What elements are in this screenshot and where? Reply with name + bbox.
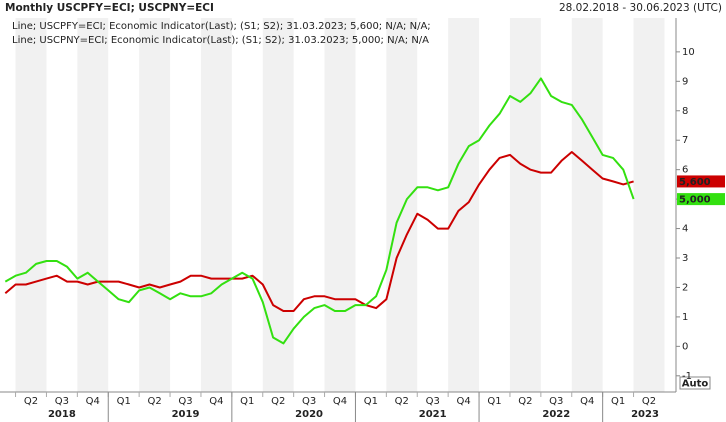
year-label: 2018 <box>48 409 76 420</box>
quarter-band <box>633 18 665 392</box>
quarter-label: Q1 <box>611 396 625 407</box>
quarter-label: Q1 <box>487 396 501 407</box>
quarter-label: Q3 <box>302 396 316 407</box>
quarter-band <box>200 18 232 392</box>
quarter-label: Q3 <box>549 396 563 407</box>
y-tick-label: 2 <box>682 282 688 293</box>
quarter-label: Q3 <box>426 396 440 407</box>
quarter-band <box>448 18 480 392</box>
year-label: 2021 <box>419 409 447 420</box>
quarter-label: Q4 <box>209 396 223 407</box>
quarter-label: Q2 <box>271 396 285 407</box>
quarter-label: Q4 <box>86 396 100 407</box>
last-value-label: 5,000 <box>679 195 711 206</box>
series-line <box>4 151 634 312</box>
y-tick-label: 1 <box>682 312 688 323</box>
y-tick-label: 9 <box>682 76 688 87</box>
legend-entry: Line; USCPFY=ECI; Economic Indicator(Las… <box>12 21 431 32</box>
year-label: 2022 <box>542 409 570 420</box>
quarter-band <box>324 18 356 392</box>
y-tick-label: 4 <box>682 224 688 235</box>
y-tick-label: 7 <box>682 135 688 146</box>
quarter-label: Q2 <box>395 396 409 407</box>
quarter-band <box>15 18 47 392</box>
year-label: 2023 <box>631 409 659 420</box>
series-line <box>4 77 635 345</box>
quarter-label: Q1 <box>117 396 131 407</box>
last-value-label: 5,600 <box>679 177 711 188</box>
quarter-label: Q1 <box>240 396 254 407</box>
y-tick-label: 10 <box>682 47 695 58</box>
y-tick-label: -1 <box>682 371 692 382</box>
quarter-label: Q3 <box>55 396 69 407</box>
chart-title: Monthly USCPFY=ECI; USCPNY=ECI <box>5 2 214 14</box>
quarter-label: Q3 <box>178 396 192 407</box>
legend-entry: Line; USCPNY=ECI; Economic Indicator(Las… <box>12 35 429 46</box>
quarter-label: Q2 <box>518 396 532 407</box>
auto-label[interactable]: Auto <box>682 379 709 390</box>
last-value-box <box>677 193 725 206</box>
quarter-band <box>77 18 109 392</box>
background-bands <box>15 18 665 392</box>
quarter-label: Q2 <box>24 396 38 407</box>
quarter-band <box>509 18 541 392</box>
y-tick-label: 3 <box>682 253 688 264</box>
y-tick-label: 8 <box>682 106 688 117</box>
quarter-band <box>571 18 603 392</box>
y-tick-label: 6 <box>682 165 688 176</box>
quarter-label: Q4 <box>456 396 470 407</box>
quarter-label: Q4 <box>580 396 594 407</box>
last-value-box <box>677 175 725 188</box>
quarter-label: Q1 <box>364 396 378 407</box>
auto-button[interactable] <box>679 376 711 390</box>
year-label: 2019 <box>172 409 200 420</box>
quarter-band <box>386 18 418 392</box>
quarter-label: Q4 <box>333 396 347 407</box>
quarter-band <box>262 18 294 392</box>
y-tick-label: 0 <box>682 341 688 352</box>
year-label: 2020 <box>295 409 323 420</box>
quarter-label: Q2 <box>147 396 161 407</box>
quarter-band <box>139 18 171 392</box>
quarter-label: Q2 <box>642 396 656 407</box>
date-range: 28.02.2018 - 30.06.2023 (UTC) <box>559 2 722 14</box>
